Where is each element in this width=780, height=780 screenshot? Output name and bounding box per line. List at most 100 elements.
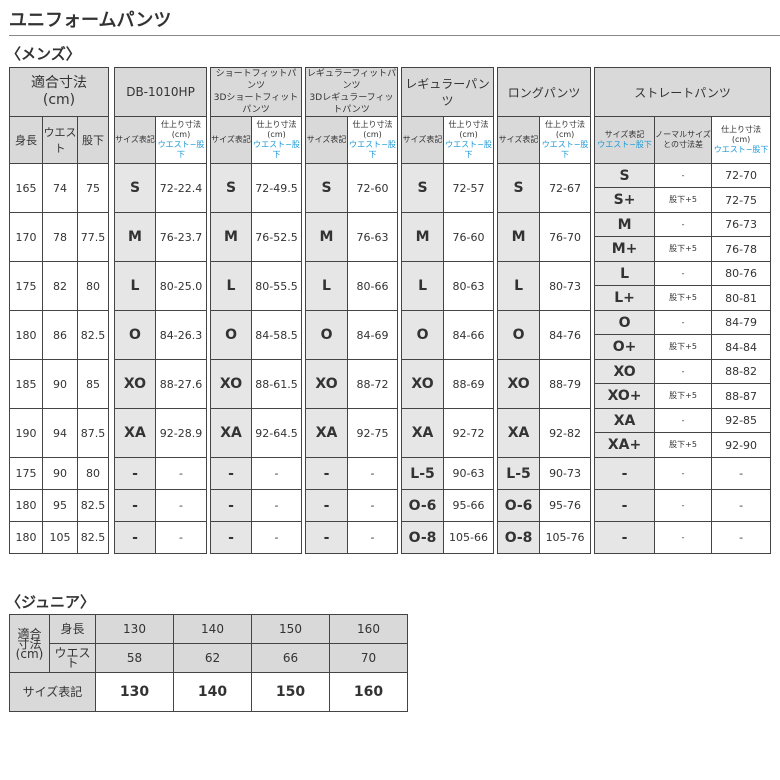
finish-label: 仕上り寸法	[256, 120, 297, 129]
finish-size: 72-70	[711, 163, 772, 188]
table-row: 175 90 80- - - - - - L-5 90-63 L-5 90-73- - -	[9, 457, 772, 490]
finish-size: -	[711, 489, 772, 522]
size-code: L	[594, 261, 656, 286]
finish-size: 84-58.5	[251, 310, 303, 360]
size-code: -	[594, 457, 656, 490]
finish-size: 88-61.5	[251, 359, 303, 409]
size-diff: -	[654, 359, 713, 384]
finish-header: 仕上り寸法 (cm) ウエスト−股下	[711, 116, 772, 164]
fit-value: 165	[9, 163, 43, 213]
height-label: 身長	[49, 614, 96, 644]
product-name: DB-1010HP	[126, 85, 195, 99]
fit-value: 180	[9, 521, 43, 554]
size-diff: 股下+5	[654, 187, 713, 213]
size-code: XA+	[594, 432, 656, 458]
finish-size: -	[711, 457, 772, 490]
finish-size: 76-78	[711, 236, 772, 262]
size-code: XO	[594, 359, 656, 384]
size-code: M	[594, 212, 656, 237]
product-name: 3Dレギュラーフィットパンツ	[309, 93, 394, 115]
finish-header: 仕上り寸法 (cm) ウエスト−股下	[251, 116, 303, 164]
fit-value: 175	[9, 457, 43, 490]
waist-value: 58	[95, 643, 174, 673]
finish-size: 84-26.3	[154, 310, 208, 360]
finish-unit: (cm)	[171, 130, 191, 139]
size-code: L-5	[497, 457, 541, 490]
fit-value: 75	[77, 163, 109, 213]
table-row: 170 78 77.5 M 76-23.7 M 76-52.5 M 76-63 M 76-60 M 76…	[9, 212, 772, 262]
size-code: XO	[114, 359, 156, 409]
finish-header: 仕上り寸法 (cm) ウエスト−股下	[539, 116, 592, 164]
finish-size: 72-57	[443, 163, 495, 213]
size-code: XA	[305, 408, 349, 458]
finish-size: 84-69	[347, 310, 399, 360]
finish-size: 80-73	[539, 261, 592, 311]
size-diff: -	[654, 521, 713, 554]
table-subrow: O+ 股下+5 84-84	[10, 334, 772, 360]
size-code: XA	[497, 408, 541, 458]
size-code: XA	[114, 408, 156, 458]
fit-value: 82.5	[77, 521, 109, 554]
size-code: XO+	[594, 383, 656, 409]
fit-value: 175	[9, 261, 43, 311]
size-label-header: サイズ表記	[305, 116, 349, 164]
size-code: L	[114, 261, 156, 311]
fit-unit: (cm)	[42, 92, 76, 108]
size-code: XA	[401, 408, 445, 458]
fit-label: 適合寸法	[31, 75, 87, 91]
product-name: ショートフィットパンツ	[215, 69, 297, 91]
fit-col-header: 身長	[9, 116, 43, 164]
size-code: M	[210, 212, 253, 262]
size-label-header: サイズ表記	[497, 116, 541, 164]
size-code: XO	[497, 359, 541, 409]
finish-size: 80-81	[711, 285, 772, 311]
size-code: -	[210, 521, 253, 554]
finish-size: 90-73	[539, 457, 592, 490]
size-code: S	[401, 163, 445, 213]
finish-size: 76-70	[539, 212, 592, 262]
finish-size: 84-66	[443, 310, 495, 360]
size-label-header: サイズ表記	[401, 116, 445, 164]
fit-value: 86	[42, 310, 78, 360]
finish-size: 88-72	[347, 359, 399, 409]
size-code: 130	[95, 672, 174, 712]
size-code: L	[497, 261, 541, 311]
finish-size: -	[347, 521, 399, 554]
mens-section-label: 〈メンズ〉	[6, 45, 81, 63]
finish-size: -	[251, 457, 303, 490]
table-row: 180 105 82.5- - - - - - O-8 105-66 O-8 105-76- - -	[9, 521, 772, 554]
size-diff: -	[654, 310, 713, 335]
size-code: 160	[329, 672, 408, 712]
finish-header: 仕上り寸法 (cm) ウエスト−股下	[347, 116, 399, 164]
size-code: XO	[210, 359, 253, 409]
size-code: O+	[594, 334, 656, 360]
finish-size: 76-60	[443, 212, 495, 262]
waist-value: 70	[329, 643, 408, 673]
size-code: -	[305, 457, 349, 490]
size-diff: -	[654, 457, 713, 490]
finish-size: -	[154, 457, 208, 490]
table-row: 185 90 85 XO 88-27.6 XO 88-61.5 XO 88-72 XO 88-69 X…	[9, 359, 772, 409]
table-subrow: L+ 股下+5 80-81	[10, 285, 772, 311]
finish-size: 88-82	[711, 359, 772, 384]
waist-inseam-label: ウエスト−股下	[445, 140, 492, 159]
waist-inseam-label: ウエスト−股下	[597, 140, 652, 149]
size-label-header: サイズ表記	[210, 116, 253, 164]
waist-inseam-label: ウエスト−股下	[157, 140, 205, 159]
fit-label: 適合	[17, 626, 42, 641]
finish-unit: (cm)	[731, 135, 751, 144]
table-subrow: XA+ 股下+5 92-90	[10, 432, 772, 458]
finish-size: 84-79	[711, 310, 772, 335]
finish-size: 76-52.5	[251, 212, 303, 262]
size-code: -	[210, 457, 253, 490]
fit-value: 74	[42, 163, 78, 213]
finish-size: 80-55.5	[251, 261, 303, 311]
finish-size: 92-90	[711, 432, 772, 458]
finish-size: -	[347, 457, 399, 490]
product-name: レギュラーフィットパンツ	[306, 69, 397, 91]
product-name: ロングパンツ	[507, 85, 581, 100]
table-row: 180 95 82.5- - - - - - O-6 95-66 O-6 95-76- - -	[9, 489, 772, 522]
diff-header: ノーマルサイズ との寸法差	[654, 116, 713, 164]
size-code: -	[114, 489, 156, 522]
size-code: XA	[594, 408, 656, 433]
